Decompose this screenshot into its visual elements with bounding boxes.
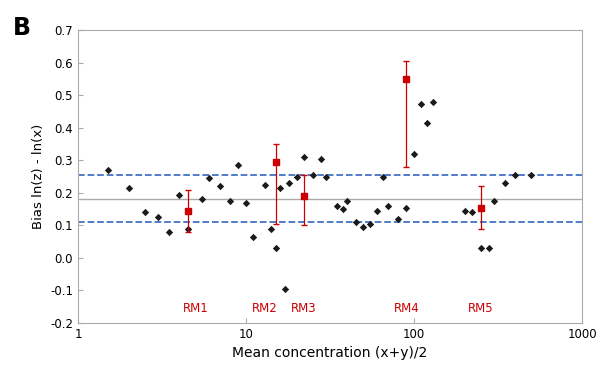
Point bbox=[428, 99, 438, 105]
Point bbox=[204, 175, 214, 181]
Point bbox=[124, 185, 133, 191]
Point bbox=[409, 151, 419, 157]
Point bbox=[266, 226, 275, 232]
Point bbox=[284, 180, 293, 186]
Point bbox=[351, 219, 361, 225]
Point bbox=[280, 286, 290, 292]
Point bbox=[140, 209, 149, 215]
Point bbox=[500, 180, 510, 186]
Point bbox=[175, 192, 184, 198]
X-axis label: Mean concentration (x+y)/2: Mean concentration (x+y)/2 bbox=[232, 347, 428, 360]
Point bbox=[275, 185, 285, 191]
Point bbox=[359, 224, 368, 230]
Point bbox=[154, 214, 163, 220]
Point bbox=[225, 198, 235, 204]
Point bbox=[308, 172, 317, 178]
Text: RM2: RM2 bbox=[252, 302, 278, 315]
Text: B: B bbox=[13, 16, 31, 40]
Point bbox=[233, 162, 243, 168]
Point bbox=[103, 167, 112, 173]
Point bbox=[365, 221, 375, 227]
Point bbox=[248, 234, 258, 240]
Point bbox=[183, 226, 193, 232]
Point bbox=[401, 204, 411, 211]
Point bbox=[378, 174, 388, 180]
Point bbox=[299, 154, 308, 160]
Point bbox=[343, 198, 352, 204]
Point bbox=[260, 182, 270, 188]
Point bbox=[490, 198, 499, 204]
Text: RM4: RM4 bbox=[394, 302, 419, 315]
Text: RM1: RM1 bbox=[182, 302, 208, 315]
Point bbox=[215, 184, 225, 190]
Y-axis label: Bias ln(z) - ln(x): Bias ln(z) - ln(x) bbox=[32, 124, 44, 229]
Point bbox=[511, 172, 520, 178]
Point bbox=[460, 208, 469, 214]
Point bbox=[197, 196, 207, 203]
Point bbox=[241, 200, 251, 206]
Point bbox=[476, 245, 485, 251]
Point bbox=[338, 206, 348, 212]
Point bbox=[316, 156, 326, 162]
Point bbox=[322, 174, 331, 180]
Point bbox=[164, 229, 174, 235]
Point bbox=[271, 245, 280, 251]
Point bbox=[467, 209, 476, 215]
Point bbox=[332, 203, 342, 209]
Text: RM3: RM3 bbox=[291, 302, 316, 315]
Point bbox=[292, 174, 301, 180]
Point bbox=[416, 100, 426, 106]
Point bbox=[372, 208, 382, 214]
Text: RM5: RM5 bbox=[468, 302, 494, 315]
Point bbox=[422, 120, 432, 126]
Point bbox=[484, 245, 494, 251]
Point bbox=[527, 172, 536, 178]
Point bbox=[383, 203, 393, 209]
Point bbox=[393, 216, 403, 222]
